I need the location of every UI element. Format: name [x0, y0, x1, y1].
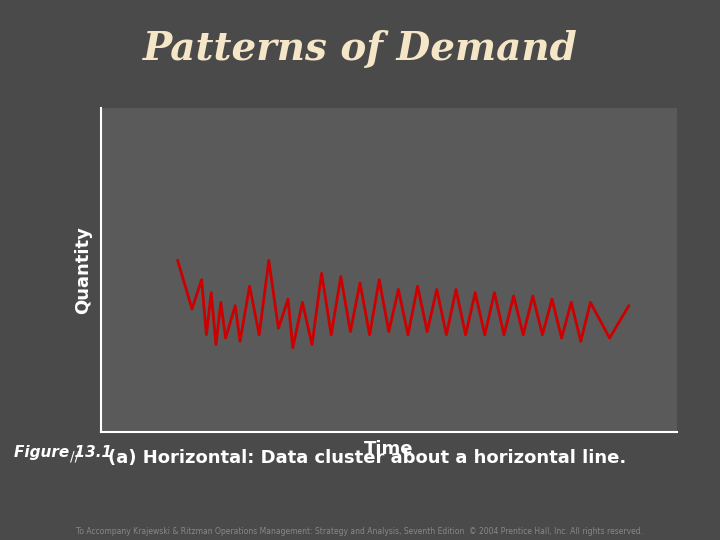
Text: (a) Horizontal: Data cluster about a horizontal line.: (a) Horizontal: Data cluster about a hor…: [108, 449, 626, 467]
Text: //: //: [71, 450, 79, 464]
Text: Patterns of Demand: Patterns of Demand: [143, 30, 577, 68]
Y-axis label: Quantity: Quantity: [74, 226, 92, 314]
X-axis label: Time: Time: [364, 440, 413, 458]
Text: Figure 13.1: Figure 13.1: [14, 446, 112, 461]
Text: To Accompany Krajewski & Ritzman Operations Management: Strategy and Analysis, S: To Accompany Krajewski & Ritzman Operati…: [76, 526, 644, 536]
